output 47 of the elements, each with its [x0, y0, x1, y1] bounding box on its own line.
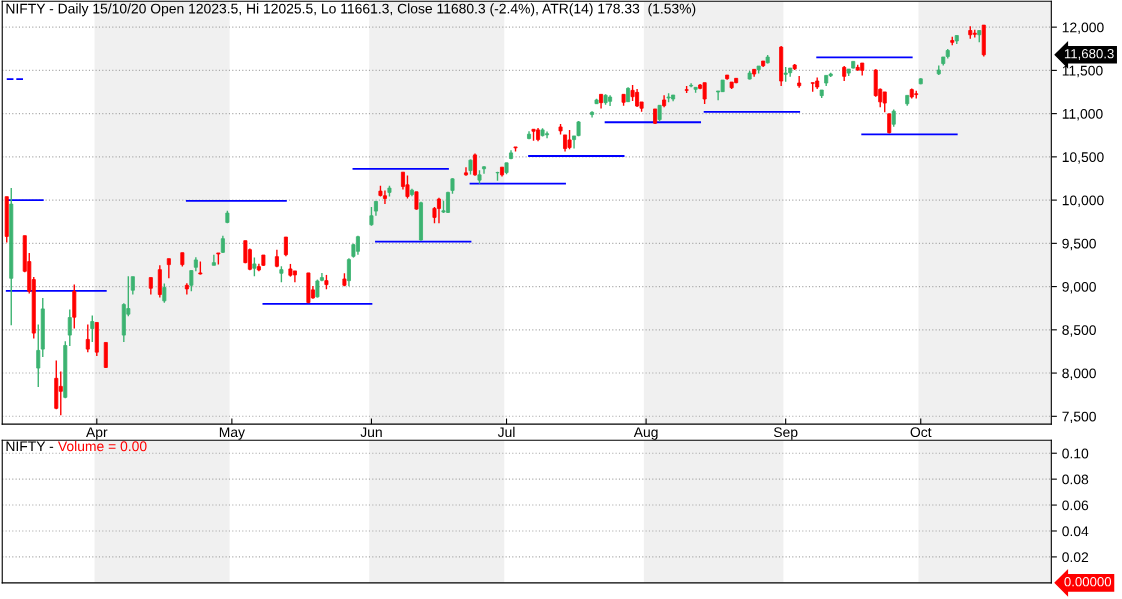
candlestick — [58, 370, 63, 416]
y-tick-label: 8,000 — [1062, 368, 1096, 380]
candlestick — [90, 314, 95, 343]
y-tick-label: 10,500 — [1062, 152, 1104, 164]
x-tick-label: Jul — [497, 426, 515, 438]
candlestick — [405, 174, 410, 200]
y-tick-label: 0.06 — [1062, 500, 1089, 511]
x-tick-label: May — [219, 427, 245, 440]
candlestick — [436, 197, 441, 225]
y-tick-label: 0.10 — [1062, 448, 1089, 459]
candlestick — [162, 282, 167, 304]
candlestick — [887, 113, 892, 135]
y-tick-label: 7,500 — [1062, 411, 1096, 424]
chart-title: NIFTY - — [6, 441, 54, 452]
candlestick — [36, 323, 41, 388]
candlestick — [252, 256, 257, 277]
chart-subtitle: Volume = 0.00 — [57, 440, 147, 452]
y-tick-label: 8,500 — [1062, 325, 1096, 337]
y-tick-label: 9,000 — [1062, 281, 1096, 294]
candlestick — [882, 91, 887, 113]
x-tick-label: Sep — [773, 427, 798, 440]
x-tick-label: Aug — [633, 427, 658, 440]
x-tick-label: Jun — [360, 427, 382, 438]
candlestick — [346, 257, 351, 287]
candlestick — [567, 129, 572, 150]
y-tick-label: 9,500 — [1062, 238, 1096, 251]
text: 11,680.3 — [1064, 48, 1114, 60]
text: 0.00000 — [1064, 577, 1112, 587]
x-tick-label: Oct — [910, 427, 932, 438]
y-tick-label: 0.02 — [1062, 552, 1089, 563]
candlestick — [211, 253, 216, 267]
candlestick — [369, 206, 374, 227]
y-tick-label: 12,000 — [1062, 22, 1104, 34]
x-tick-label: Apr — [86, 427, 108, 440]
y-tick-label: 10,000 — [1062, 195, 1104, 207]
candlestick — [797, 75, 802, 89]
y-tick-label: 0.08 — [1062, 474, 1089, 485]
candlestick — [283, 236, 288, 258]
candlestick — [85, 323, 90, 353]
candlestick — [166, 257, 171, 279]
candlestick — [702, 81, 707, 105]
y-tick-label: 11,500 — [1062, 65, 1103, 78]
y-tick-label: 11,000 — [1062, 108, 1103, 121]
candlestick — [482, 165, 486, 175]
y-tick-label: 0.04 — [1062, 526, 1089, 537]
candlestick — [382, 189, 387, 205]
chart-title: NIFTY - Daily 15/10/20 Open 12023.5, Hi 12025.5, Lo 11661.3, Close 11680.3 (-2.4%), ATR(14) 178.33 (1.53%) — [6, 3, 696, 17]
